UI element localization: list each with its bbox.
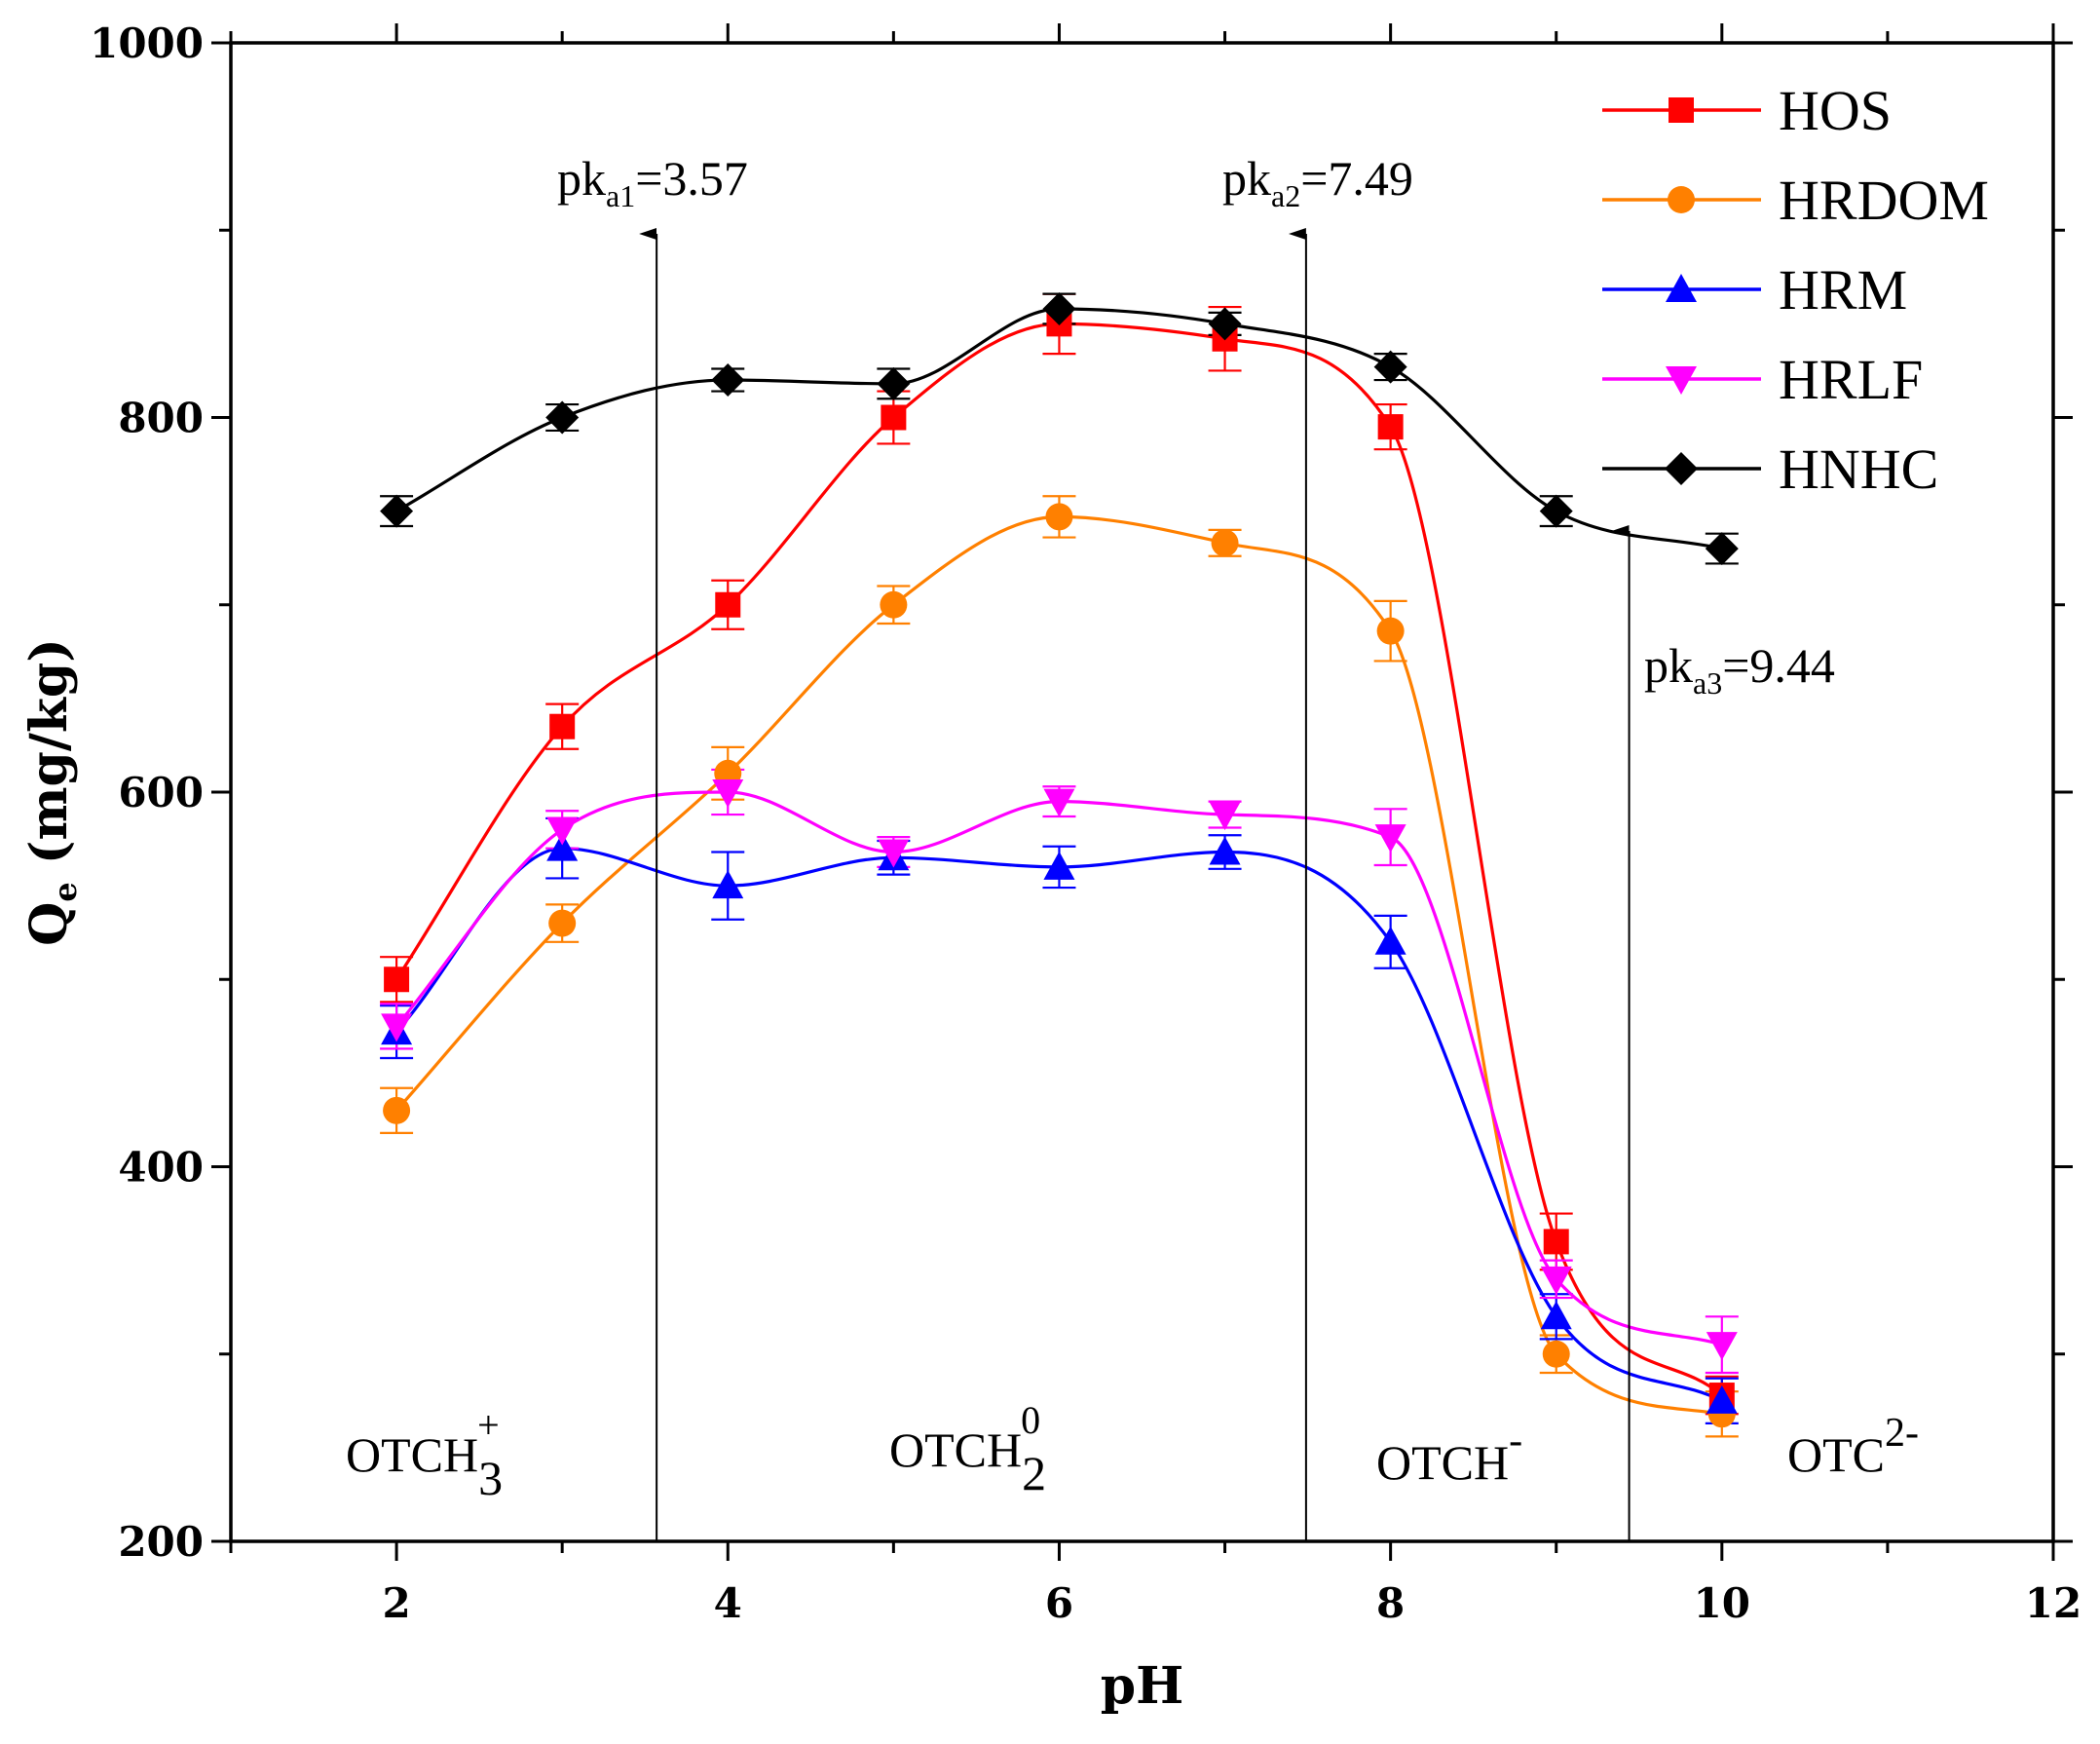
x-tick-label: 10 (1694, 1579, 1750, 1627)
data-point-hnhc (1539, 494, 1573, 528)
data-point-hnhc (545, 400, 580, 435)
series-line-hrdom (394, 514, 1723, 1416)
data-point-hnhc (380, 494, 414, 528)
pka-label-main: pk (557, 151, 606, 206)
x-tick-label: 4 (714, 1579, 742, 1627)
data-point-hrm (1374, 926, 1406, 955)
pka-label-sub: a1 (606, 178, 635, 213)
data-point-hnhc (877, 366, 911, 400)
pka-label-sub: a2 (1271, 178, 1300, 213)
y-tick-label: 400 (118, 1144, 204, 1192)
data-point-hrlf (1540, 1266, 1572, 1295)
pka-label-sub: a3 (1693, 665, 1722, 701)
y-axis-title-unit: (mg/kg) (19, 638, 79, 882)
species-label-1: OTCH3+ (346, 1403, 503, 1505)
series-line-hrm (394, 847, 1723, 1403)
x-axis-title: pH (1101, 1656, 1184, 1716)
legend-marker-hrlf (1666, 366, 1697, 395)
legend-label-hrdom: HRDOM (1779, 169, 1989, 232)
pka-label-value: =3.57 (635, 151, 748, 206)
series-line-hrlf (394, 790, 1723, 1346)
data-point-hos (1543, 1229, 1569, 1255)
data-point-hos (715, 591, 741, 618)
data-point-hrlf (1706, 1332, 1738, 1361)
legend-marker-hrm (1666, 274, 1697, 302)
data-point-hrdom (1211, 529, 1239, 557)
data-point-hrm (1540, 1301, 1572, 1330)
data-point-hnhc (1705, 532, 1739, 566)
y-axis-title-main: Q (19, 902, 79, 946)
species-base: OTCH (889, 1422, 1022, 1477)
data-point-hrdom (1542, 1340, 1570, 1368)
legend-marker-hos (1669, 97, 1694, 123)
species-label-4: OTC2- (1787, 1411, 1919, 1482)
legend-label-hrm: HRM (1779, 258, 1907, 322)
data-point-hos (881, 404, 907, 431)
data-point-hnhc (1042, 291, 1076, 325)
data-point-hrlf (712, 779, 744, 808)
species-sub: 3 (478, 1451, 503, 1505)
pka-label-main: pk (1222, 151, 1271, 206)
data-point-hnhc (1208, 307, 1242, 341)
legend-marker-hnhc (1665, 452, 1698, 485)
series-line-hos (394, 322, 1723, 1397)
data-point-hrlf (381, 1013, 413, 1043)
data-point-hrlf (878, 839, 910, 868)
data-point-hrm (712, 870, 744, 899)
data-point-hrlf (1374, 824, 1406, 853)
y-tick-label: 200 (118, 1518, 204, 1566)
data-point-hrdom (1045, 503, 1073, 531)
y-tick-label: 800 (118, 395, 204, 442)
data-point-hrdom (880, 590, 908, 619)
x-tick-label: 8 (1376, 1579, 1405, 1627)
data-point-hrm (1706, 1384, 1738, 1414)
axes: 2 4 6 8 10 12 200 400 600 800 1000 pH Qe (mg/kg) (19, 19, 2081, 1716)
data-point-hrdom (1376, 617, 1405, 645)
x-tick-label: 12 (2025, 1579, 2081, 1627)
y-axis-title-sub: e (47, 882, 84, 901)
legend-label-hrlf: HRLF (1779, 348, 1923, 411)
y-tick-label: 600 (118, 769, 204, 816)
data-point-hnhc (711, 363, 745, 398)
species-label-2: OTCH20 (889, 1398, 1046, 1500)
pka-label-3: pka3=9.44 (1644, 638, 1835, 701)
species-label-3: OTCH- (1376, 1419, 1522, 1490)
data-point-hrm (1043, 851, 1075, 880)
species-sub: 2 (1022, 1446, 1046, 1500)
data-point-hrlf (1209, 802, 1241, 831)
pka-label-1: pka1=3.57 (557, 151, 748, 213)
data-point-hos (384, 967, 410, 993)
data-point-hnhc (1373, 350, 1407, 384)
species-base: OTCH (346, 1427, 478, 1482)
x-tick-label: 6 (1045, 1579, 1073, 1627)
data-point-hos (549, 713, 576, 739)
data-point-hos (1377, 414, 1404, 440)
legend-label-hos: HOS (1779, 79, 1892, 142)
data-point-hrdom (548, 909, 577, 937)
pka-label-main: pk (1644, 638, 1693, 693)
pka-label-value: =7.49 (1300, 151, 1413, 206)
plot-area (380, 291, 1739, 1438)
species-base: OTCH (1376, 1435, 1509, 1490)
species-sup: 2- (1885, 1411, 1919, 1456)
data-point-hrlf (546, 816, 579, 846)
pka-label-2: pka2=7.49 (1222, 151, 1413, 213)
y-tick-label: 1000 (90, 19, 204, 67)
species-sup: 0 (1021, 1398, 1040, 1442)
data-point-hrm (546, 832, 579, 861)
data-point-hrdom (383, 1096, 411, 1124)
y-axis-title: Qe (mg/kg) (19, 638, 84, 946)
legend: HOS HRDOM HRM HRLF HNHC (1602, 79, 1989, 501)
legend-label-hnhc: HNHC (1779, 437, 1938, 501)
pka-label-value: =9.44 (1722, 638, 1835, 693)
species-sup: - (1509, 1419, 1522, 1463)
species-base: OTC (1787, 1427, 1885, 1482)
data-point-hrlf (1043, 788, 1075, 817)
data-point-hrm (1209, 836, 1241, 865)
legend-marker-hrdom (1668, 186, 1695, 213)
x-tick-label: 2 (382, 1579, 410, 1627)
species-sup: + (477, 1403, 500, 1447)
